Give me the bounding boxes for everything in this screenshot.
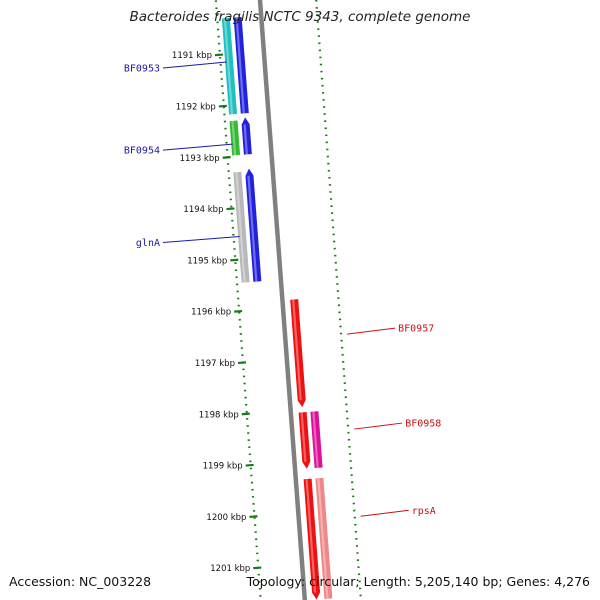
- gene-feature: [233, 17, 249, 114]
- label-leader-line: [354, 422, 403, 430]
- gene-label-text: glnA: [136, 238, 160, 249]
- kbp-tick-label: 1194 kbp: [183, 205, 223, 215]
- kbp-tick: 1199 kbp: [203, 462, 254, 472]
- backbone: [257, 0, 308, 600]
- kbp-tick: 1198 kbp: [199, 410, 250, 420]
- left-dotted-guide: [214, 0, 262, 600]
- gene-label: glnA: [136, 235, 240, 249]
- kbp-tick: 1200 kbp: [206, 513, 258, 523]
- kbp-tick-label: 1197 kbp: [195, 359, 235, 369]
- kbp-tick: 1195 kbp: [187, 256, 239, 266]
- gene-feature: [221, 17, 238, 115]
- gene-label: BF0958: [354, 419, 441, 430]
- kbp-tick-label: 1199 kbp: [203, 462, 243, 472]
- gene-feature: [233, 171, 250, 283]
- gene-label: BF0953: [124, 61, 227, 75]
- kbp-tick: 1191 kbp: [172, 51, 224, 61]
- label-leader-line: [162, 143, 233, 151]
- kbp-tick: 1201 kbp: [210, 564, 262, 574]
- label-leader-line: [162, 235, 240, 243]
- accession-text: Accession: NC_003228: [9, 574, 152, 589]
- kbp-tick: 1192 kbp: [176, 102, 227, 112]
- label-leader-line: [360, 509, 409, 517]
- gene-features: [221, 17, 333, 600]
- gene-feature: [229, 120, 241, 156]
- gene-feature: [290, 299, 306, 408]
- genome-title: Bacteroides fragilis NCTC 9343, complete…: [129, 9, 471, 25]
- gene-label-text: BF0957: [398, 324, 434, 335]
- kbp-tick-label: 1191 kbp: [172, 51, 212, 61]
- label-leader-line: [347, 327, 396, 335]
- kbp-tick: 1193 kbp: [180, 154, 231, 164]
- kbp-tick-label: 1195 kbp: [187, 256, 227, 266]
- kbp-tick-label: 1193 kbp: [180, 154, 220, 164]
- gene-feature: [245, 168, 262, 282]
- gene-label: rpsA: [360, 506, 436, 517]
- kbp-tick-label: 1200 kbp: [206, 513, 246, 523]
- kbp-tick-label: 1198 kbp: [199, 410, 239, 420]
- gene-label: BF0954: [124, 143, 233, 157]
- kbp-tick-label: 1196 kbp: [191, 308, 231, 318]
- kbp-tick: 1197 kbp: [195, 359, 247, 369]
- label-leader-line: [162, 61, 227, 69]
- kbp-tick: 1196 kbp: [191, 308, 243, 318]
- gene-feature: [310, 411, 323, 469]
- gene-feature: [241, 117, 252, 155]
- kbp-ticks: 1191 kbp 1192 kbp 1193 kbp 1194 kbp 1195 kbp…: [172, 51, 262, 574]
- kbp-tick-label: 1201 kbp: [210, 564, 250, 574]
- gene-label-text: rpsA: [412, 506, 436, 517]
- gene-labels: BF0953 BF0954 glnA BF0957 BF0958 rpsA: [124, 61, 441, 517]
- gene-feature: [298, 411, 311, 469]
- gene-feature: [303, 478, 321, 600]
- kbp-tick-label: 1192 kbp: [176, 102, 216, 112]
- dotted-guides: [214, 0, 363, 600]
- kbp-tick: 1194 kbp: [183, 205, 235, 215]
- gene-label-text: BF0958: [405, 419, 441, 430]
- backbone-line: [257, 0, 308, 600]
- gene-label-text: BF0954: [124, 146, 160, 157]
- gene-label: BF0957: [347, 324, 434, 335]
- genome-summary-text: Topology: circular; Length: 5,205,140 bp…: [246, 574, 590, 589]
- gene-feature: [315, 477, 333, 599]
- gene-label-text: BF0953: [124, 64, 160, 75]
